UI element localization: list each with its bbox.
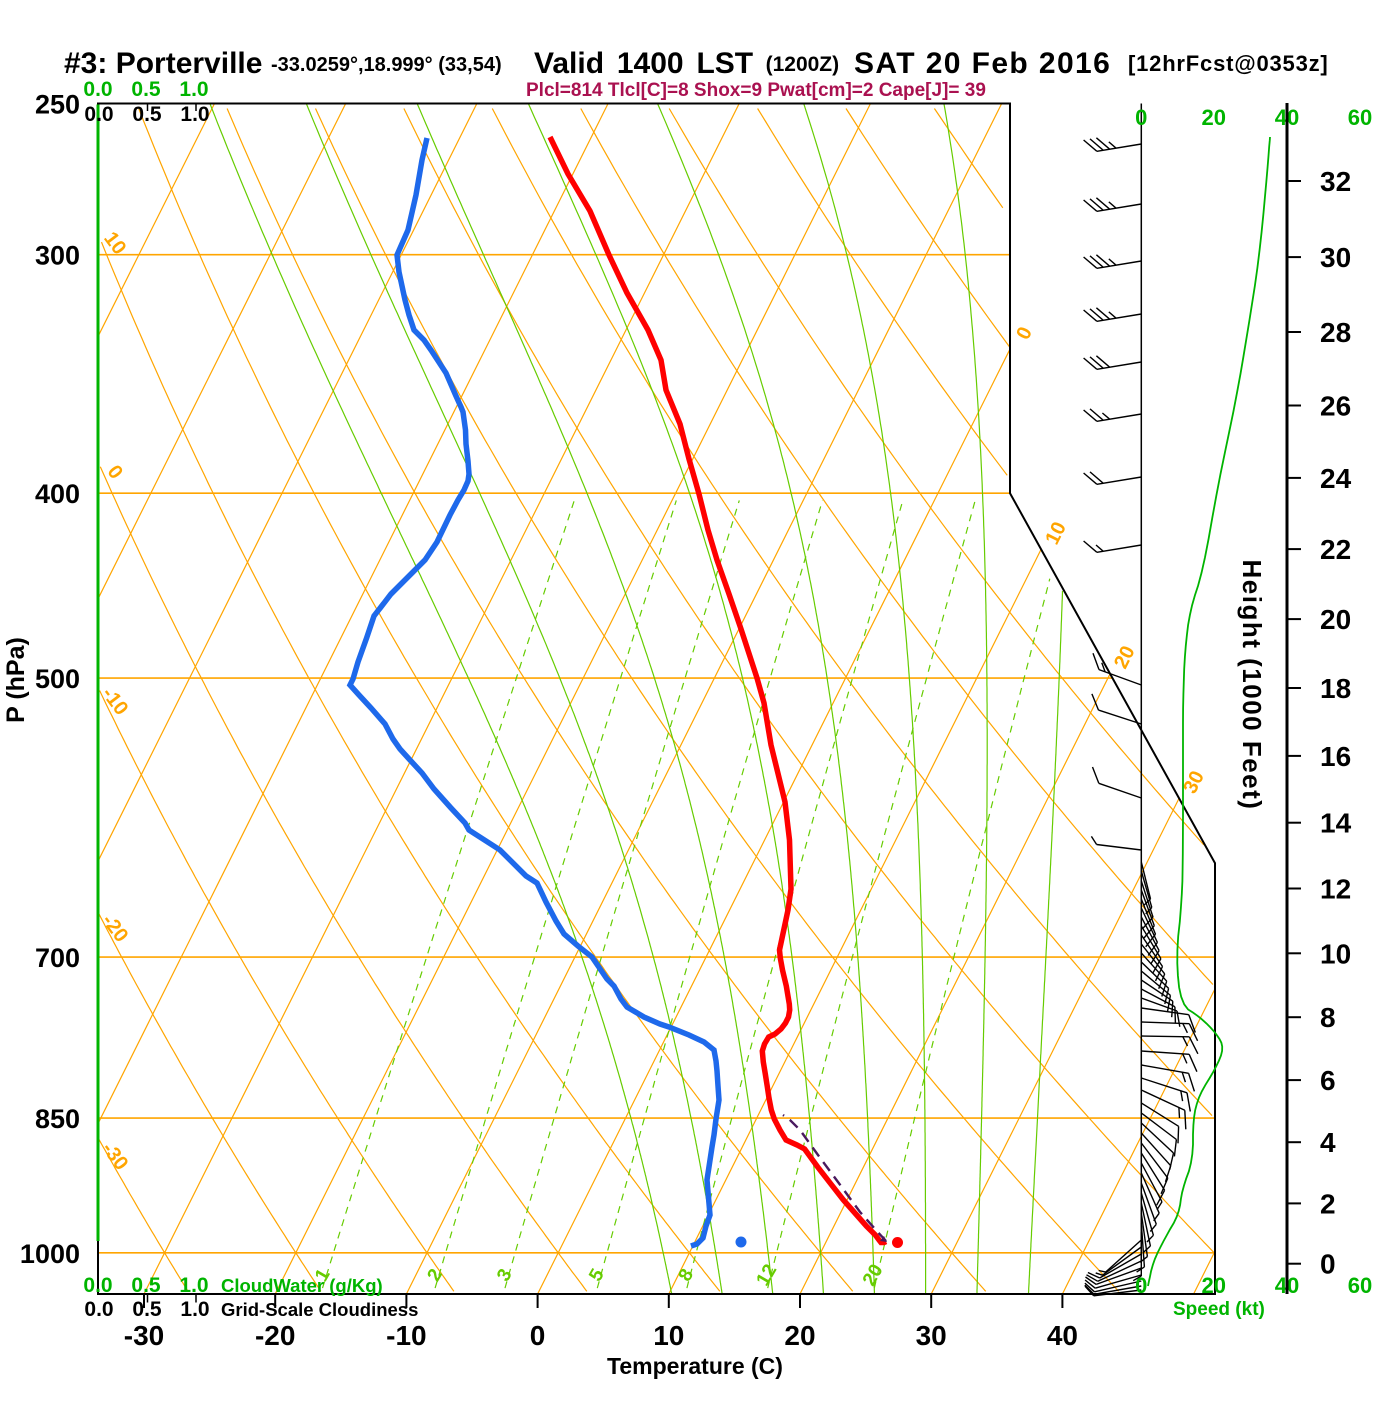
svg-text:400: 400: [35, 479, 80, 509]
svg-text:0: 0: [530, 1320, 546, 1351]
svg-text:1.0: 1.0: [179, 1274, 208, 1297]
svg-text:24: 24: [1320, 463, 1352, 494]
svg-text:300: 300: [35, 241, 80, 271]
svg-text:Height (1000 Feet): Height (1000 Feet): [1237, 560, 1267, 811]
svg-text:28: 28: [1320, 317, 1351, 348]
svg-text:20: 20: [784, 1320, 815, 1351]
svg-text:-10: -10: [386, 1320, 426, 1351]
svg-text:[12hrFcst@0353z]: [12hrFcst@0353z]: [1128, 51, 1329, 76]
svg-text:-20: -20: [255, 1320, 295, 1351]
svg-text:30: 30: [916, 1320, 947, 1351]
svg-text:6: 6: [1320, 1065, 1336, 1096]
svg-text:700: 700: [35, 943, 80, 973]
svg-text:SAT 20 Feb 2016: SAT 20 Feb 2016: [854, 47, 1111, 80]
svg-text:0.0: 0.0: [84, 103, 113, 126]
svg-text:Speed (kt): Speed (kt): [1173, 1299, 1265, 1320]
svg-text:0.5: 0.5: [131, 78, 161, 101]
svg-text:20: 20: [1320, 604, 1351, 635]
svg-text:4: 4: [1320, 1127, 1336, 1158]
svg-text:30: 30: [1320, 242, 1351, 273]
svg-text:Temperature (C): Temperature (C): [607, 1353, 783, 1379]
svg-text:32: 32: [1320, 166, 1351, 197]
svg-text:1.0: 1.0: [179, 78, 208, 101]
svg-text:2: 2: [1320, 1188, 1336, 1219]
svg-text:1000: 1000: [20, 1239, 80, 1269]
svg-text:850: 850: [35, 1104, 80, 1134]
svg-text:-30: -30: [124, 1320, 164, 1351]
svg-text:0: 0: [1135, 105, 1147, 130]
svg-text:40: 40: [1047, 1320, 1078, 1351]
svg-text:0.5: 0.5: [132, 103, 162, 126]
svg-text:0.5: 0.5: [132, 1298, 162, 1321]
svg-text:10: 10: [1320, 938, 1351, 969]
svg-text:Plcl=814 Tlcl[C]=8 Shox=9 Pwat: Plcl=814 Tlcl[C]=8 Shox=9 Pwat[cm]=2 Cap…: [526, 80, 986, 101]
svg-text:(1200Z): (1200Z): [766, 53, 840, 76]
svg-text:14: 14: [1320, 808, 1352, 839]
svg-text:CloudWater (g/Kg): CloudWater (g/Kg): [221, 1275, 383, 1296]
svg-text:500: 500: [35, 664, 80, 694]
svg-text:0: 0: [1135, 1273, 1147, 1298]
svg-text:0: 0: [1320, 1249, 1336, 1280]
svg-text:22: 22: [1320, 534, 1351, 565]
svg-text:P (hPa): P (hPa): [2, 637, 30, 723]
svg-text:10: 10: [653, 1320, 684, 1351]
svg-text:60: 60: [1348, 105, 1372, 130]
svg-text:1.0: 1.0: [180, 1298, 209, 1321]
svg-text:60: 60: [1348, 1273, 1372, 1298]
svg-text:26: 26: [1320, 391, 1351, 422]
svg-text:Valid 1400 LST: Valid 1400 LST: [534, 47, 753, 80]
svg-text:0.0: 0.0: [84, 1298, 113, 1321]
svg-text:1.0: 1.0: [180, 103, 209, 126]
svg-text:18: 18: [1320, 673, 1351, 704]
svg-text:20: 20: [1201, 105, 1225, 130]
svg-text:0.5: 0.5: [131, 1274, 161, 1297]
svg-text:20: 20: [1201, 1273, 1225, 1298]
svg-text:-33.0259°,18.999° (33,54): -33.0259°,18.999° (33,54): [271, 54, 502, 76]
svg-text:250: 250: [35, 90, 80, 120]
svg-text:#3: Porterville: #3: Porterville: [64, 47, 262, 80]
svg-text:16: 16: [1320, 741, 1351, 772]
svg-text:8: 8: [1320, 1002, 1336, 1033]
svg-text:0.0: 0.0: [83, 1274, 112, 1297]
svg-text:Grid-Scale Cloudiness: Grid-Scale Cloudiness: [221, 1299, 418, 1320]
svg-text:0.0: 0.0: [83, 78, 112, 101]
svg-text:12: 12: [1320, 874, 1351, 905]
